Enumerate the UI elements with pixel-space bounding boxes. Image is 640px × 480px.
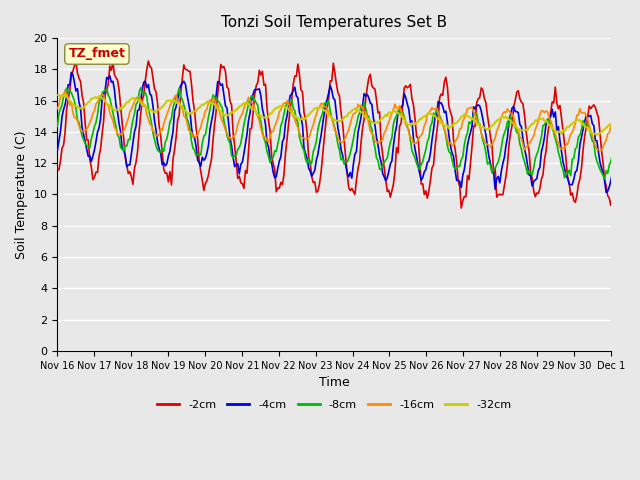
- Text: TZ_fmet: TZ_fmet: [68, 48, 125, 60]
- X-axis label: Time: Time: [319, 376, 349, 389]
- Title: Tonzi Soil Temperatures Set B: Tonzi Soil Temperatures Set B: [221, 15, 447, 30]
- Legend: -2cm, -4cm, -8cm, -16cm, -32cm: -2cm, -4cm, -8cm, -16cm, -32cm: [152, 395, 516, 414]
- Y-axis label: Soil Temperature (C): Soil Temperature (C): [15, 130, 28, 259]
